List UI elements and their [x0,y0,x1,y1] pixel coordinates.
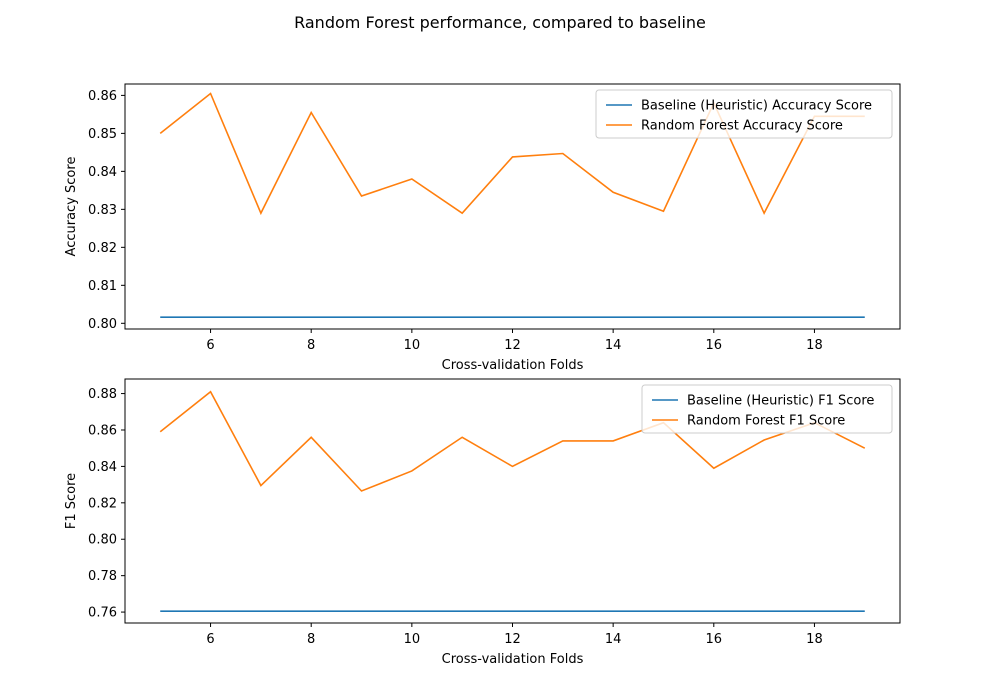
legend: Baseline (Heuristic) F1 Score Random Fore… [641,384,893,434]
x-tick-label: 10 [404,632,421,647]
y-tick-label: 0.82 [88,241,117,256]
accuracy-subplot: 6 8 10 12 14 16 18 0.80 0.81 0.82 0.83 0.84 0.85 0.86… [64,83,901,373]
y-axis-label: Accuracy Score [64,157,79,257]
f1-subplot: 6 8 10 12 14 16 18 0.76 0.78 0.80 0.82 0.84 0.86 0.88… [64,378,901,667]
legend: Baseline (Heuristic) Accuracy Score Rando… [595,89,893,139]
y-tick-label: 0.86 [88,423,117,438]
x-tick-label: 18 [806,338,823,353]
y-tick-label: 0.84 [88,460,117,475]
x-axis-label: Cross-validation Folds [442,358,584,373]
y-tick-label: 0.88 [88,387,117,402]
x-tick-label: 8 [307,338,315,353]
y-tick-label: 0.83 [88,203,117,218]
x-tick-label: 16 [706,338,723,353]
y-tick-label: 0.78 [88,569,117,584]
x-axis-label: Cross-validation Folds [442,652,584,667]
x-tick-label: 18 [806,632,823,647]
y-tick-label: 0.84 [88,165,117,180]
x-tick-label: 6 [206,338,214,353]
legend-box [595,89,893,139]
y-tick-label: 0.81 [88,279,117,294]
x-tick-label: 12 [504,632,521,647]
legend-label: Random Forest F1 Score [687,414,845,429]
legend-label: Random Forest Accuracy Score [641,119,843,134]
x-tick-label: 12 [504,338,521,353]
x-tick-label: 10 [404,338,421,353]
x-tick-label: 14 [605,338,622,353]
y-tick-label: 0.82 [88,496,117,511]
legend-box [641,384,893,434]
y-tick-label: 0.80 [88,317,117,332]
legend-label: Baseline (Heuristic) Accuracy Score [641,99,872,114]
series-line-0-1 [159,92,865,216]
figure-title: Random Forest performance, compared to b… [294,13,706,32]
x-tick-label: 8 [307,632,315,647]
y-tick-label: 0.76 [88,606,117,621]
x-tick-label: 6 [206,632,214,647]
legend-label: Baseline (Heuristic) F1 Score [687,394,874,409]
y-tick-label: 0.86 [88,89,117,104]
x-tick-label: 16 [706,632,723,647]
x-tick-label: 14 [605,632,622,647]
y-tick-label: 0.80 [88,533,117,548]
series-line-1-1 [159,390,866,492]
y-tick-label: 0.85 [88,127,117,142]
y-axis-label: F1 Score [64,473,79,529]
